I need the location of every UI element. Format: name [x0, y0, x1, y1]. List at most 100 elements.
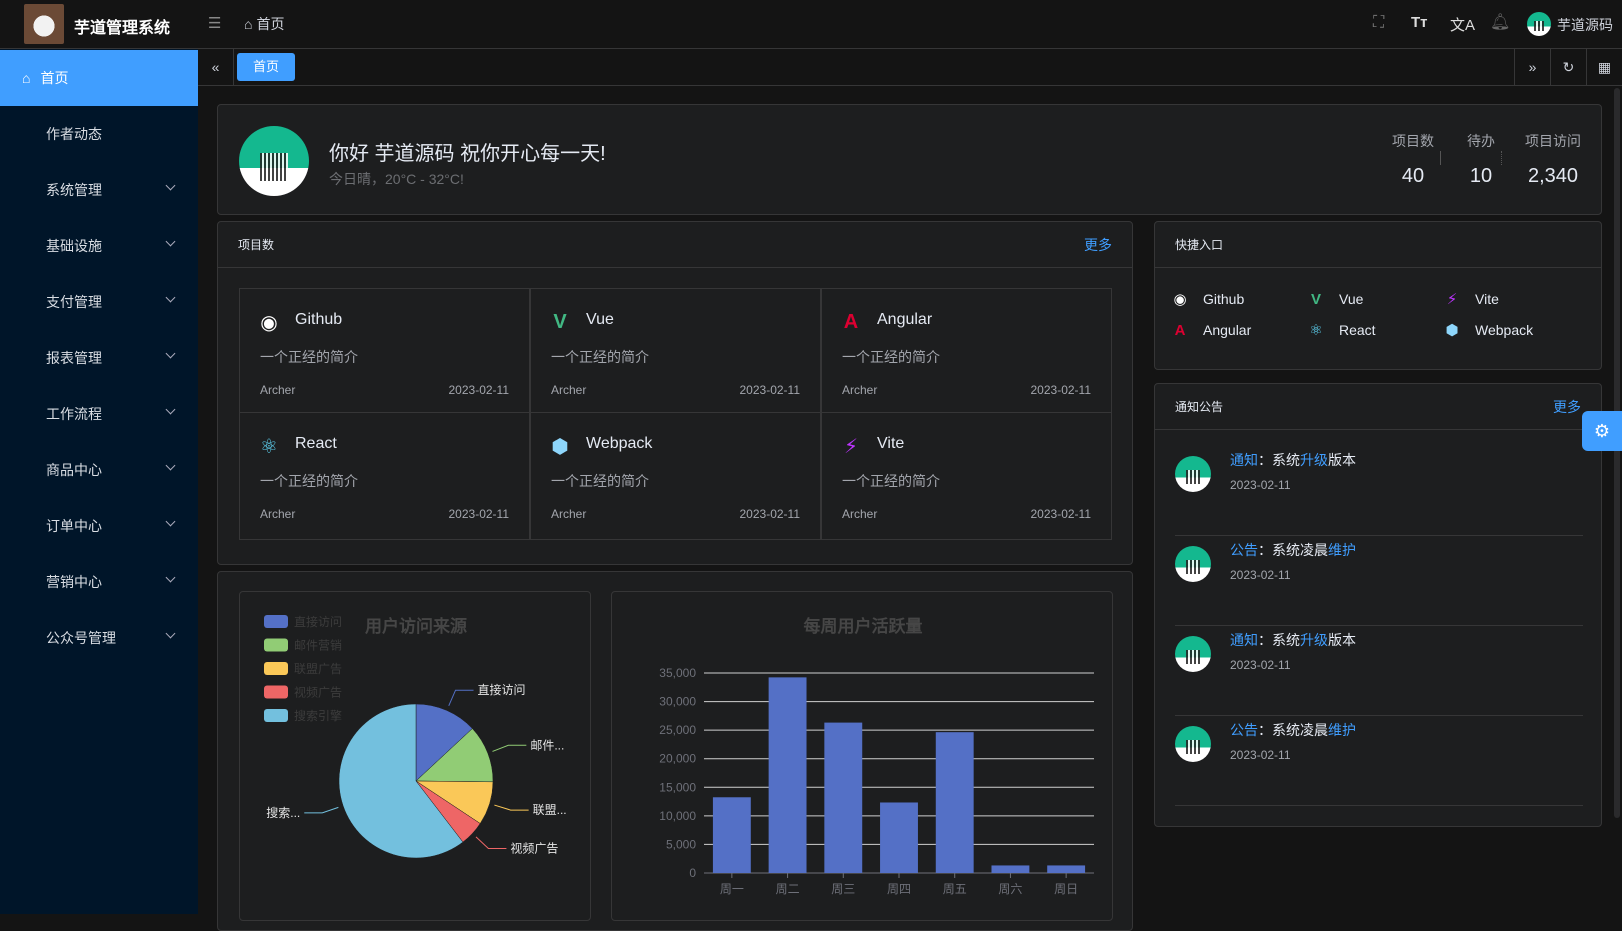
sidebar-item[interactable]: 商品中心 — [0, 442, 198, 498]
project-date: 2023-02-11 — [1030, 507, 1092, 521]
project-name: Angular — [877, 311, 933, 328]
notice-item[interactable]: 公告：系统凌晨维护 2023-02-11 — [1175, 536, 1583, 626]
sidebar-item[interactable]: 工作流程 — [0, 386, 198, 442]
notices-more-link[interactable]: 更多 — [1553, 398, 1581, 415]
project-item[interactable]: ◉ Github 一个正经的简介 Archer 2023-02-11 — [239, 288, 530, 416]
sidebar-item[interactable]: 订单中心 — [0, 498, 198, 554]
sidebar-item[interactable]: 系统管理 — [0, 162, 198, 218]
notice-avatar — [1175, 726, 1211, 762]
chevron-down-icon — [165, 348, 176, 359]
collapse-menu-icon[interactable]: ☰ — [208, 15, 222, 32]
pie-label: 直接访问 — [478, 682, 526, 697]
pie-slice[interactable] — [415, 703, 473, 782]
quick-title: 快捷入口 — [1175, 238, 1224, 252]
legend-label: 视频广告 — [294, 685, 342, 700]
x-tick-label: 周一 — [720, 882, 744, 896]
y-tick-label: 25,000 — [659, 723, 696, 737]
vue-icon: V — [1310, 290, 1321, 308]
notice-item[interactable]: 通知：系统升级版本 2023-02-11 — [1175, 446, 1583, 536]
project-desc: 一个正经的简介 — [551, 349, 649, 365]
fullscreen-icon[interactable]: ⛶ — [1373, 14, 1385, 31]
pie-legend-item[interactable]: 直接访问 — [264, 614, 342, 629]
grid-menu-icon[interactable]: ▦ — [1586, 49, 1622, 85]
quick-link[interactable]: ⚛ React — [1307, 321, 1375, 339]
projects-card: 项目数 更多 ◉ Github 一个正经的简介 Archer 2023-02-11 V Vue… — [217, 221, 1133, 565]
bell-icon[interactable]: 🔔︎ — [1490, 14, 1511, 31]
stat-projects: 项目数 40 — [1392, 133, 1434, 187]
quick-link[interactable]: V Vue — [1307, 290, 1363, 308]
projects-more-link[interactable]: 更多 — [1084, 236, 1112, 253]
pie-legend-item[interactable]: 邮件营销 — [264, 638, 342, 653]
user-name[interactable]: 芋道源码 — [1557, 17, 1613, 33]
bar-title: 每周用户活跃量 — [804, 616, 923, 636]
pie-label-line — [494, 804, 529, 811]
vite-icon: ⚡ — [843, 435, 859, 458]
sidebar-item[interactable]: 基础设施 — [0, 218, 198, 274]
notice-sep: ： — [1258, 632, 1272, 648]
quick-link[interactable]: ⬢ Webpack — [1443, 321, 1533, 339]
notices-card: 通知公告 更多 通知：系统升级版本 2023-02-11 公告：系统凌晨维护 2023-… — [1154, 383, 1602, 827]
project-name: Vite — [877, 435, 905, 452]
notice-avatar — [1175, 636, 1211, 672]
bar[interactable] — [768, 677, 807, 873]
legend-swatch — [264, 638, 288, 652]
bar[interactable] — [824, 722, 863, 873]
sidebar-item-label: 基础设施 — [46, 238, 102, 254]
refresh-icon[interactable]: ↻ — [1550, 49, 1586, 85]
bar[interactable] — [991, 865, 1030, 873]
bar[interactable] — [935, 732, 974, 873]
breadcrumb[interactable]: ⌂ 首页 — [244, 16, 285, 32]
sidebar-item[interactable]: ⌂ 首页 — [0, 50, 198, 106]
webpack-icon: ⬢ — [1445, 322, 1459, 339]
legend-swatch — [264, 709, 288, 722]
project-item[interactable]: ⚡ Vite 一个正经的简介 Archer 2023-02-11 — [821, 412, 1112, 540]
pie-slice[interactable] — [338, 703, 464, 859]
top-bar: 芋道管理系统 ☰ ⌂ 首页 ⛶ Tт 文A 🔔︎ 芋道源码 — [0, 0, 1622, 49]
translate-icon[interactable]: 文A — [1450, 17, 1476, 34]
user-avatar[interactable] — [1527, 12, 1551, 36]
sidebar-item[interactable]: 公众号管理 — [0, 610, 198, 666]
notice-date: 2023-02-11 — [1230, 658, 1291, 672]
project-item[interactable]: ⚛ React 一个正经的简介 Archer 2023-02-11 — [239, 412, 530, 540]
welcome-avatar — [239, 126, 309, 196]
pie-legend-item[interactable]: 搜索引擎 — [264, 708, 342, 723]
bar[interactable] — [880, 802, 918, 873]
settings-gear-icon[interactable]: ⚙ — [1582, 411, 1622, 451]
project-date: 2023-02-11 — [739, 507, 801, 521]
legend-label: 联盟广告 — [294, 662, 342, 676]
sidebar-item[interactable]: 报表管理 — [0, 330, 198, 386]
project-item[interactable]: A Angular 一个正经的简介 Archer 2023-02-11 — [821, 288, 1112, 416]
sidebar-item[interactable]: 营销中心 — [0, 554, 198, 610]
logo — [24, 4, 64, 44]
github-icon: ◉ — [1173, 291, 1187, 308]
pie-legend-item[interactable]: 视频广告 — [264, 685, 342, 700]
project-name: Vue — [586, 311, 614, 328]
scrollbar[interactable] — [1614, 88, 1620, 818]
notice-text: 通知：系统升级版本 — [1230, 450, 1356, 470]
sidebar-item-label: 工作流程 — [46, 406, 102, 422]
project-item[interactable]: V Vue 一个正经的简介 Archer 2023-02-11 — [530, 288, 821, 416]
sidebar-item[interactable]: 作者动态 — [0, 106, 198, 162]
bar[interactable] — [712, 797, 751, 873]
pie-legend-item[interactable]: 联盟广告 — [264, 662, 342, 676]
welcome-card: 你好 芋道源码 祝你开心每一天! 今日晴，20°C - 32°C! 项目数 40 … — [217, 104, 1602, 215]
font-size-icon[interactable]: Tт — [1411, 14, 1428, 31]
notice-type: 公告 — [1230, 542, 1258, 558]
quick-link[interactable]: A Angular — [1171, 321, 1252, 339]
notice-item[interactable]: 通知：系统升级版本 2023-02-11 — [1175, 626, 1583, 716]
notice-title: 系统凌晨 — [1272, 542, 1328, 558]
scroll-left-icon[interactable]: « — [198, 49, 234, 85]
notice-date: 2023-02-11 — [1230, 478, 1291, 492]
notice-item[interactable]: 公告：系统凌晨维护 2023-02-11 — [1175, 716, 1583, 806]
scroll-right-icon[interactable]: » — [1514, 49, 1550, 85]
quick-link[interactable]: ⚡ Vite — [1443, 290, 1499, 308]
project-item[interactable]: ⬢ Webpack 一个正经的简介 Archer 2023-02-11 — [530, 412, 821, 540]
home-icon: ⌂ — [22, 70, 31, 86]
quick-link-label: Webpack — [1475, 322, 1534, 338]
bar[interactable] — [1047, 865, 1086, 873]
quick-link[interactable]: ◉ Github — [1171, 290, 1244, 308]
pie-slice[interactable] — [415, 728, 494, 783]
sidebar-item[interactable]: 支付管理 — [0, 274, 198, 330]
tag-home[interactable]: 首页 — [237, 53, 296, 81]
projects-title: 项目数 — [238, 238, 275, 252]
